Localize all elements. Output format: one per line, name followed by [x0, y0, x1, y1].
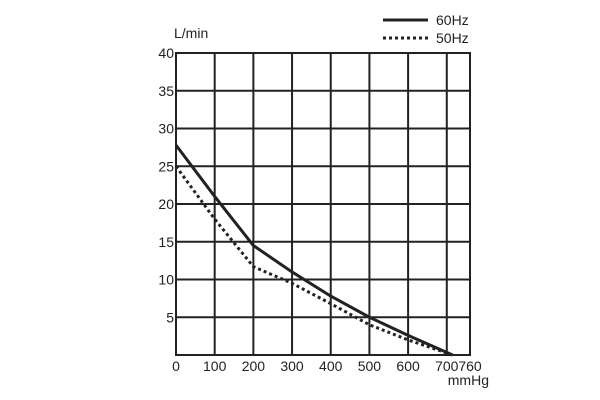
x-tick-label: 500 — [358, 358, 382, 374]
tick-labels: 0 100 200 300 400 500 600 700 760 5 10 15 20 25 30 35 40 — [158, 45, 481, 374]
legend: 60Hz 50Hz — [383, 12, 469, 46]
y-tick-label: 10 — [158, 272, 174, 288]
x-tick-label: 100 — [203, 358, 227, 374]
y-tick-label: 35 — [158, 83, 174, 99]
y-tick-label: 5 — [166, 309, 174, 325]
y-tick-label: 40 — [158, 45, 174, 61]
series-line-50hz — [174, 165, 454, 357]
x-tick-label: 300 — [280, 358, 304, 374]
series-lines — [174, 144, 454, 357]
x-tick-label: 600 — [396, 358, 420, 374]
x-axis-label: mmHg — [448, 372, 489, 388]
y-tick-label: 30 — [158, 121, 174, 137]
y-axis-label: L/min — [174, 25, 208, 41]
x-tick-label: 760 — [458, 358, 482, 374]
grid — [175, 52, 471, 356]
series-line-60hz — [174, 144, 454, 357]
x-tick-label: 400 — [319, 358, 343, 374]
x-tick-label: 700 — [435, 358, 459, 374]
y-tick-label: 15 — [158, 234, 174, 250]
y-tick-label: 20 — [158, 196, 174, 212]
x-tick-label: 0 — [172, 358, 180, 374]
y-tick-label: 25 — [158, 158, 174, 174]
legend-label-60hz: 60Hz — [436, 12, 469, 28]
legend-label-50hz: 50Hz — [436, 30, 469, 46]
x-tick-label: 200 — [242, 358, 266, 374]
